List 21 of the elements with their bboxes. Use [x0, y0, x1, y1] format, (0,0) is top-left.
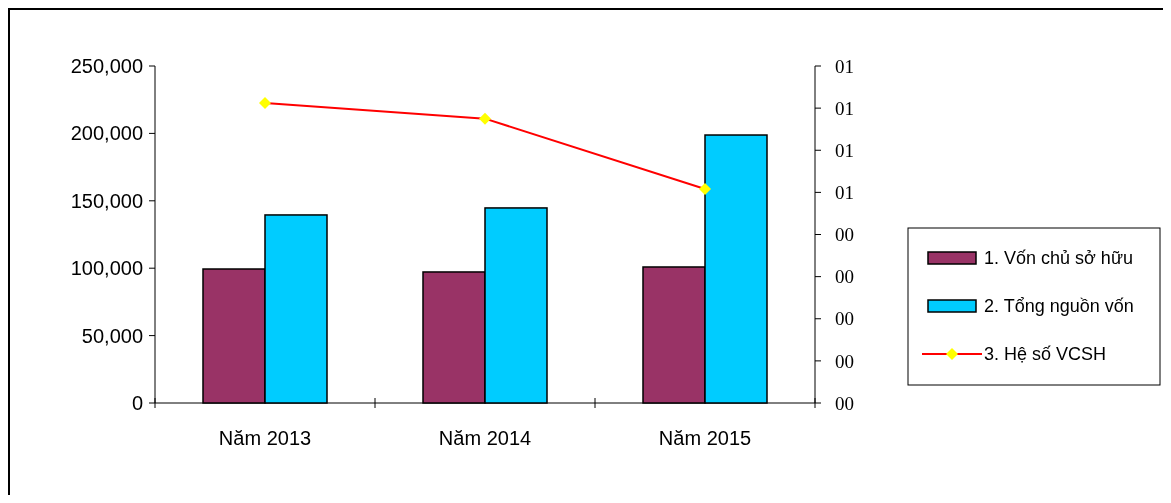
x-tick-label: Năm 2015 [658, 427, 752, 449]
y-tick-label: 0 [131, 392, 143, 414]
y2-tick-label: 01 [835, 97, 854, 119]
y-tick-label: 100,000 [70, 257, 143, 280]
legend-label: 2. Tổng nguồn vốn [984, 296, 1134, 317]
y-tick-label: 150,000 [70, 189, 143, 212]
y2-tick-label: 01 [835, 139, 854, 161]
y2-tick-label: 00 [835, 308, 854, 330]
legend-label: 3. Hệ số VCSH [984, 344, 1107, 365]
y2-tick-label: 00 [835, 266, 854, 288]
legend-label: 1. Vốn chủ sở hữu [984, 248, 1133, 269]
y2-tick-label: 00 [835, 392, 854, 414]
y2-tick-label: 00 [835, 224, 854, 246]
y-tick-label: 250,000 [70, 55, 143, 77]
x-tick-label: Năm 2014 [438, 427, 532, 449]
x-tick-label: Năm 2013 [218, 427, 312, 449]
y2-tick-label: 01 [835, 55, 854, 77]
y2-tick-label: 01 [835, 182, 854, 204]
y-tick-label: 200,000 [70, 122, 143, 145]
y2-tick-label: 00 [835, 350, 854, 372]
y-tick-label: 50,000 [81, 324, 143, 347]
